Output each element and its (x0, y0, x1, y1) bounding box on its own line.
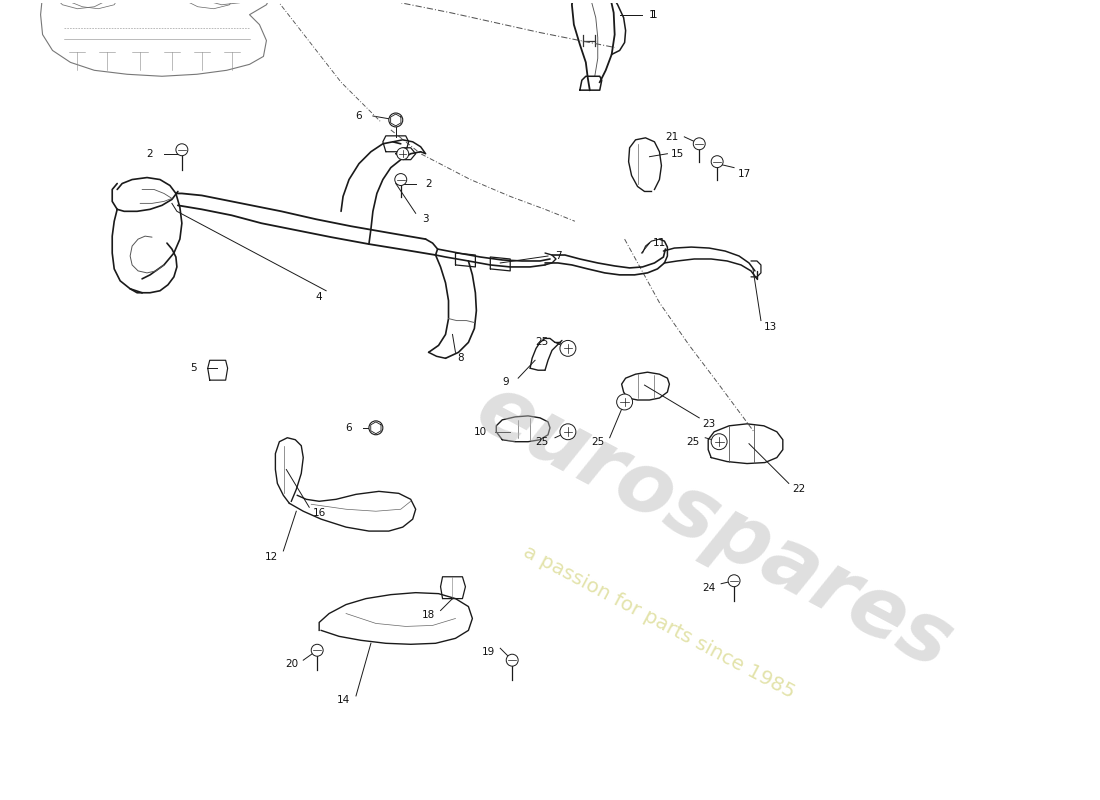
Circle shape (506, 654, 518, 666)
Circle shape (560, 341, 576, 356)
Text: 16: 16 (312, 508, 326, 518)
Text: 2: 2 (426, 178, 432, 189)
Circle shape (693, 138, 705, 150)
Text: 4: 4 (316, 292, 322, 302)
Circle shape (311, 644, 323, 656)
Text: 25: 25 (536, 437, 549, 446)
Text: 14: 14 (337, 695, 350, 705)
Text: 17: 17 (737, 169, 750, 178)
Text: 6: 6 (355, 111, 362, 121)
Text: 6: 6 (345, 423, 352, 433)
Circle shape (712, 434, 727, 450)
Text: 13: 13 (764, 322, 778, 331)
Text: 25: 25 (686, 437, 700, 446)
Circle shape (728, 574, 740, 586)
Text: 23: 23 (703, 419, 716, 429)
Text: 15: 15 (671, 149, 684, 158)
Circle shape (388, 113, 403, 127)
Text: 7: 7 (554, 251, 561, 261)
Text: 2: 2 (146, 149, 153, 158)
Text: 19: 19 (482, 647, 495, 658)
Text: 5: 5 (190, 363, 197, 374)
Text: 18: 18 (422, 610, 436, 619)
Circle shape (617, 394, 632, 410)
Circle shape (397, 148, 409, 160)
Circle shape (712, 156, 723, 168)
Text: 1: 1 (649, 10, 656, 20)
Text: 24: 24 (703, 582, 716, 593)
Text: 10: 10 (474, 426, 487, 437)
Text: 25: 25 (536, 338, 549, 347)
Circle shape (368, 421, 383, 434)
Text: 20: 20 (285, 659, 298, 669)
Text: 25: 25 (591, 437, 604, 446)
Text: 22: 22 (792, 484, 805, 494)
Circle shape (176, 144, 188, 156)
Text: a passion for parts since 1985: a passion for parts since 1985 (520, 542, 799, 702)
Text: 1: 1 (651, 10, 658, 20)
Text: 21: 21 (664, 132, 678, 142)
Text: 12: 12 (265, 552, 278, 562)
Text: 3: 3 (422, 214, 429, 224)
Text: 8: 8 (458, 354, 464, 363)
Text: eurospares: eurospares (462, 368, 966, 686)
Text: 9: 9 (502, 377, 508, 387)
Text: 11: 11 (652, 238, 667, 248)
Circle shape (395, 174, 407, 186)
Circle shape (560, 424, 576, 440)
